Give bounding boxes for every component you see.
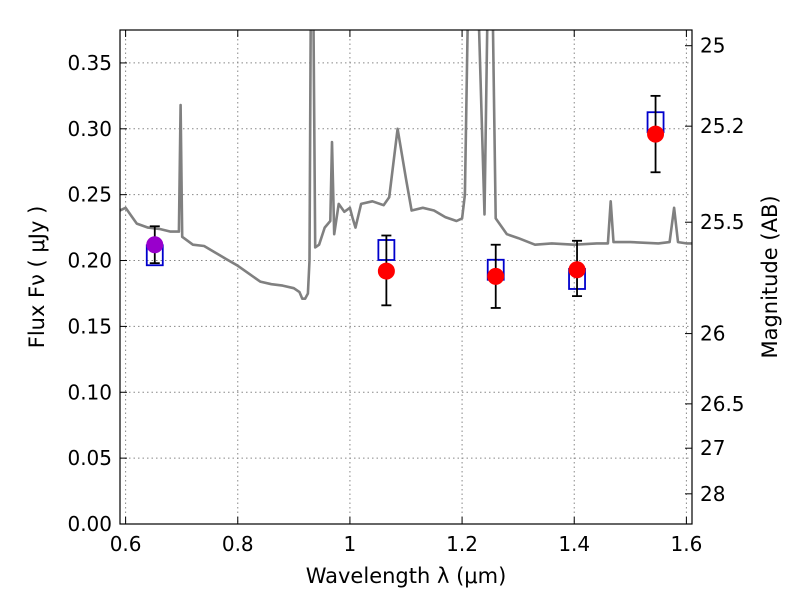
mag-tick-label: 25 xyxy=(700,34,725,58)
photometry-layer xyxy=(145,94,665,309)
observed-point xyxy=(146,236,164,254)
y-tick-label: 0.30 xyxy=(67,117,112,141)
model-spectrum-layer xyxy=(120,30,692,300)
mag-tick-label: 27 xyxy=(700,436,725,460)
x-tick-label: 1.2 xyxy=(446,532,478,556)
mag-tick-label: 28 xyxy=(700,482,725,506)
y-tick-label: 0.15 xyxy=(67,314,112,338)
model-spectrum-line xyxy=(120,30,692,300)
right-y-axis-label: Magnitude (AB) xyxy=(758,195,782,358)
x-tick-label: 0.8 xyxy=(222,532,254,556)
y-tick-label: 0.35 xyxy=(67,51,112,75)
y-tick-label: 0.05 xyxy=(67,446,112,470)
x-axis-label: Wavelength λ (μm) xyxy=(306,564,507,588)
observed-point xyxy=(487,267,505,285)
axis-ticks: 0.6 0.8 1 1.2 1.4 1.6 0.00 0.05 0.10 0.15 0.20 0.25… xyxy=(67,30,745,556)
observed-point xyxy=(568,261,586,279)
x-tick-label: 1.4 xyxy=(558,532,590,556)
mag-tick-label: 25.2 xyxy=(700,114,745,138)
y-tick-label: 0.00 xyxy=(67,512,112,536)
observed-point xyxy=(377,262,395,280)
y-tick-label: 0.20 xyxy=(67,249,112,273)
mag-tick-label: 26 xyxy=(700,322,725,346)
grid xyxy=(120,30,692,524)
x-tick-label: 1 xyxy=(344,532,357,556)
y-axis-label: Flux Fν ( μJy ) xyxy=(25,206,49,349)
plot-frame xyxy=(119,29,693,525)
y-tick-label: 0.10 xyxy=(67,380,112,404)
observed-point xyxy=(647,125,665,143)
x-tick-label: 1.6 xyxy=(670,532,702,556)
mag-tick-label: 26.5 xyxy=(700,392,745,416)
mag-tick-label: 25.5 xyxy=(700,210,745,234)
x-tick-label: 0.6 xyxy=(110,532,142,556)
y-tick-label: 0.25 xyxy=(67,183,112,207)
